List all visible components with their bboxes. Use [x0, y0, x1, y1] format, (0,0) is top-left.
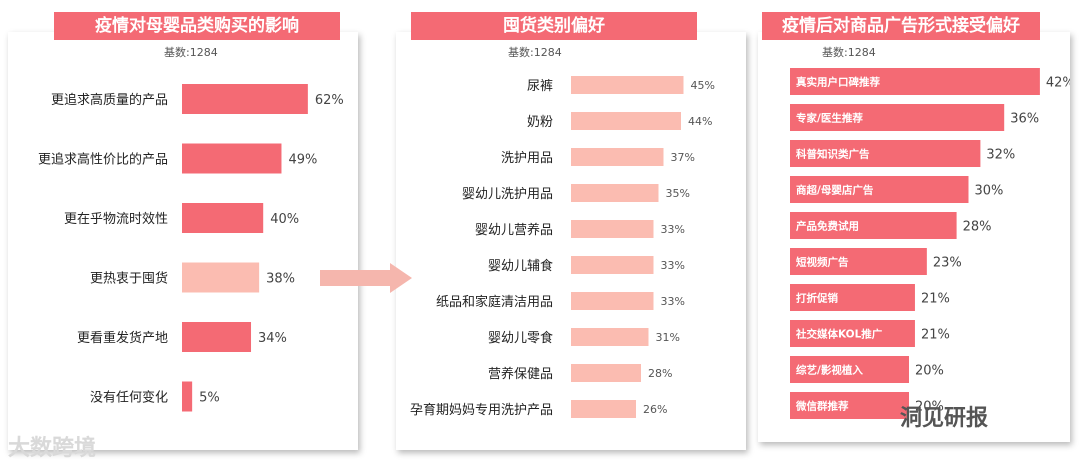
chart-impact: 更追求高质量的产品 62% 更追求高性价比的产品 49% 更在乎物流时效性 40% 更热衷于… [38, 84, 344, 412]
value-label: 28% [963, 220, 992, 235]
bar [571, 364, 641, 382]
bar [182, 203, 264, 233]
category-label: 科普知识类广告 [796, 148, 870, 161]
bar [790, 140, 981, 167]
bar [790, 176, 969, 203]
value-label: 36% [1010, 112, 1039, 127]
category-label: 婴幼儿洗护用品 [462, 187, 553, 202]
value-label: 23% [933, 256, 962, 271]
bar [182, 143, 282, 174]
category-label: 综艺/影视植入 [796, 364, 863, 377]
category-label: 尿裤 [527, 79, 553, 94]
category-label: 婴幼儿营养品 [475, 222, 553, 238]
category-label: 真实用户口碑推荐 [796, 76, 880, 89]
bar [182, 322, 252, 352]
base-label-impact: 基数:1284 [164, 46, 218, 59]
value-label: 20% [915, 364, 944, 379]
category-label: 打折促销 [796, 292, 838, 305]
chart-title-impact: 疫情对母婴品类购买的影响 [54, 12, 340, 40]
bar [790, 104, 1005, 131]
bar [790, 212, 957, 239]
category-label: 婴幼儿零食 [488, 330, 553, 346]
right-arrow-icon [320, 263, 412, 293]
category-label: 更看重发货产地 [77, 330, 168, 346]
category-label: 专家/医生推荐 [796, 112, 863, 125]
chart-title-ad-preference: 疫情后对商品广告形式接受偏好 [762, 12, 1040, 40]
value-label: 28% [648, 367, 672, 380]
category-label: 孕育期妈妈专用洗护产品 [410, 402, 553, 418]
value-label: 33% [661, 295, 685, 308]
value-label: 45% [691, 79, 715, 92]
base-label-stock-category: 基数:1284 [508, 46, 562, 59]
category-label: 更热衷于囤货 [90, 271, 168, 287]
bar [790, 356, 909, 383]
watermark-right: 洞见研报 [900, 406, 989, 431]
category-label: 社交媒体KOL推广 [795, 328, 883, 341]
category-label: 更追求高性价比的产品 [38, 152, 168, 168]
value-label: 40% [270, 212, 299, 227]
bar [571, 328, 649, 346]
category-label: 没有任何变化 [90, 390, 168, 406]
bar [571, 400, 636, 418]
category-label: 商超/母婴店广告 [796, 184, 874, 197]
value-label: 30% [975, 184, 1004, 199]
chart-stock-category: 尿裤 45% 奶粉 44% 洗护用品 37% 婴幼儿洗护用品 35% 婴幼儿营养品 33% 婴幼儿辅… [410, 76, 715, 418]
bar [790, 320, 915, 347]
base-label-ad-preference: 基数:1284 [822, 46, 876, 59]
category-label: 微信群推荐 [795, 400, 849, 413]
value-label: 33% [661, 259, 685, 272]
bar [790, 68, 1040, 95]
value-label: 33% [661, 223, 685, 236]
category-label: 营养保健品 [488, 366, 553, 382]
value-label: 20% [915, 400, 944, 415]
category-label: 更在乎物流时效性 [64, 212, 168, 227]
value-label: 38% [266, 272, 295, 287]
category-label: 短视频广告 [796, 256, 849, 269]
value-label: 21% [921, 328, 950, 343]
value-label: 35% [666, 187, 690, 200]
value-label: 31% [656, 331, 680, 344]
value-label: 49% [288, 153, 317, 168]
bar [571, 76, 684, 94]
value-label: 62% [315, 93, 344, 108]
bar [571, 220, 654, 238]
value-label: 5% [199, 391, 220, 406]
value-label: 32% [986, 148, 1015, 163]
category-label: 纸品和家庭清洁用品 [436, 294, 553, 310]
bar [790, 248, 927, 275]
bar [571, 292, 654, 310]
bar [571, 184, 659, 202]
value-label: 42% [1046, 76, 1070, 91]
bar [571, 112, 681, 130]
category-label: 奶粉 [527, 115, 553, 130]
value-label: 34% [258, 331, 287, 346]
value-label: 44% [688, 115, 712, 128]
category-label: 婴幼儿辅食 [488, 258, 553, 274]
value-label: 37% [671, 151, 695, 164]
watermark-left: 大数跨境 [8, 436, 97, 461]
bar [790, 392, 909, 419]
bar [182, 262, 260, 293]
value-label: 21% [921, 292, 950, 307]
bar [182, 381, 193, 412]
bar [182, 84, 308, 114]
bar [571, 256, 654, 274]
bar [571, 148, 664, 166]
category-label: 产品免费试用 [796, 220, 859, 233]
category-label: 洗护用品 [501, 151, 553, 166]
chart-ad-preference: 真实用户口碑推荐 42% 专家/医生推荐 36% 科普知识类广告 32% 商超/母婴店广告 3… [790, 68, 1070, 419]
bar [790, 284, 915, 311]
chart-title-stock-category: 囤货类别偏好 [411, 12, 697, 40]
category-label: 更追求高质量的产品 [51, 92, 168, 108]
value-label: 26% [643, 403, 667, 416]
